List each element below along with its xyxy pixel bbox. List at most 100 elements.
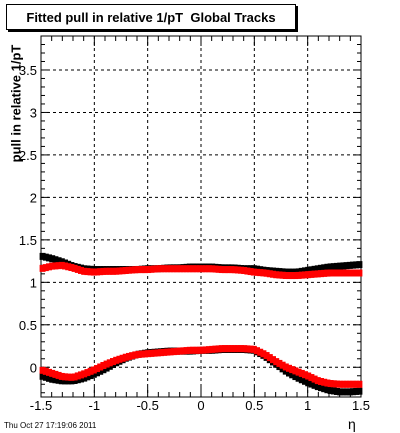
data-point xyxy=(311,270,318,278)
data-point xyxy=(58,377,65,385)
x-tick-label: 1 xyxy=(304,398,311,413)
timestamp: Thu Oct 27 17:19:06 2011 xyxy=(4,421,97,430)
data-point xyxy=(343,388,350,396)
data-point xyxy=(151,265,158,273)
y-axis-label: pull in relative 1/pT xyxy=(8,44,24,163)
data-point xyxy=(308,374,315,382)
data-point xyxy=(314,377,321,385)
data-point xyxy=(46,263,52,271)
data-point xyxy=(122,353,129,361)
data-point xyxy=(263,352,270,360)
data-point xyxy=(90,370,97,378)
data-point xyxy=(62,262,68,270)
data-point xyxy=(100,267,107,275)
data-point xyxy=(302,377,308,385)
data-point xyxy=(100,361,107,369)
data-point xyxy=(330,269,337,277)
data-point xyxy=(199,265,206,273)
data-point xyxy=(129,266,136,274)
x-tick-label: -1.5 xyxy=(30,398,52,413)
data-point xyxy=(74,372,81,380)
data-point xyxy=(71,376,78,384)
data-point xyxy=(68,377,75,385)
data-point xyxy=(90,268,97,276)
data-point xyxy=(68,264,75,272)
data-point xyxy=(286,369,292,377)
x-tick-label: -1 xyxy=(89,398,101,413)
data-point xyxy=(225,345,232,353)
chart-title: Fitted pull in relative 1/pT Global Trac… xyxy=(26,10,276,25)
data-point xyxy=(103,364,110,372)
data-point xyxy=(314,270,321,278)
data-point xyxy=(42,373,49,381)
data-point xyxy=(266,354,273,362)
data-point xyxy=(302,271,308,279)
data-point xyxy=(52,376,59,384)
data-point xyxy=(126,266,132,274)
data-point xyxy=(116,267,123,275)
data-point xyxy=(49,375,56,383)
data-point xyxy=(353,269,360,277)
data-point xyxy=(110,267,116,275)
data-point xyxy=(343,262,350,270)
data-point xyxy=(247,345,254,353)
data-point xyxy=(180,347,187,355)
data-point xyxy=(215,265,222,273)
data-point xyxy=(186,265,193,273)
data-point xyxy=(142,350,148,358)
x-tick-label: 0 xyxy=(197,398,204,413)
data-point xyxy=(356,261,363,269)
data-point xyxy=(78,371,84,379)
data-point xyxy=(212,265,219,273)
data-point xyxy=(81,374,88,382)
data-point xyxy=(298,267,305,275)
data-point xyxy=(234,266,241,274)
data-point xyxy=(97,363,104,371)
data-point xyxy=(286,364,292,372)
data-point xyxy=(49,369,56,377)
data-point xyxy=(135,266,142,274)
data-point xyxy=(190,265,196,273)
data-point xyxy=(279,365,286,373)
data-point xyxy=(324,263,331,271)
data-point xyxy=(113,356,120,364)
data-point xyxy=(257,348,264,356)
data-point xyxy=(292,272,299,280)
data-point xyxy=(180,265,187,273)
data-point xyxy=(74,265,81,273)
data-point xyxy=(55,376,62,384)
data-point xyxy=(119,354,126,362)
data-point xyxy=(302,371,308,379)
data-point xyxy=(46,374,52,382)
data-point xyxy=(158,349,164,357)
data-point xyxy=(282,367,289,375)
data-point xyxy=(327,380,334,388)
data-point xyxy=(94,268,100,276)
data-point xyxy=(161,348,168,356)
data-point xyxy=(282,363,289,371)
data-point xyxy=(273,271,280,279)
data-point xyxy=(340,388,347,396)
data-point xyxy=(78,375,84,383)
data-point xyxy=(318,384,324,392)
data-point xyxy=(302,267,308,275)
data-point xyxy=(314,383,321,391)
data-point xyxy=(206,346,212,354)
data-point xyxy=(126,352,132,360)
data-point xyxy=(244,267,251,275)
data-point xyxy=(247,268,254,276)
data-point xyxy=(356,269,363,277)
data-point xyxy=(151,349,158,357)
data-point xyxy=(103,360,110,368)
data-point xyxy=(295,374,302,382)
data-point xyxy=(305,271,312,279)
data-point xyxy=(222,345,228,353)
data-point xyxy=(193,346,200,354)
data-point xyxy=(58,261,65,269)
data-point xyxy=(65,263,72,271)
data-point xyxy=(321,378,328,386)
data-point xyxy=(135,350,142,358)
data-point xyxy=(148,349,155,357)
data-point xyxy=(145,266,152,274)
data-point xyxy=(55,257,62,265)
